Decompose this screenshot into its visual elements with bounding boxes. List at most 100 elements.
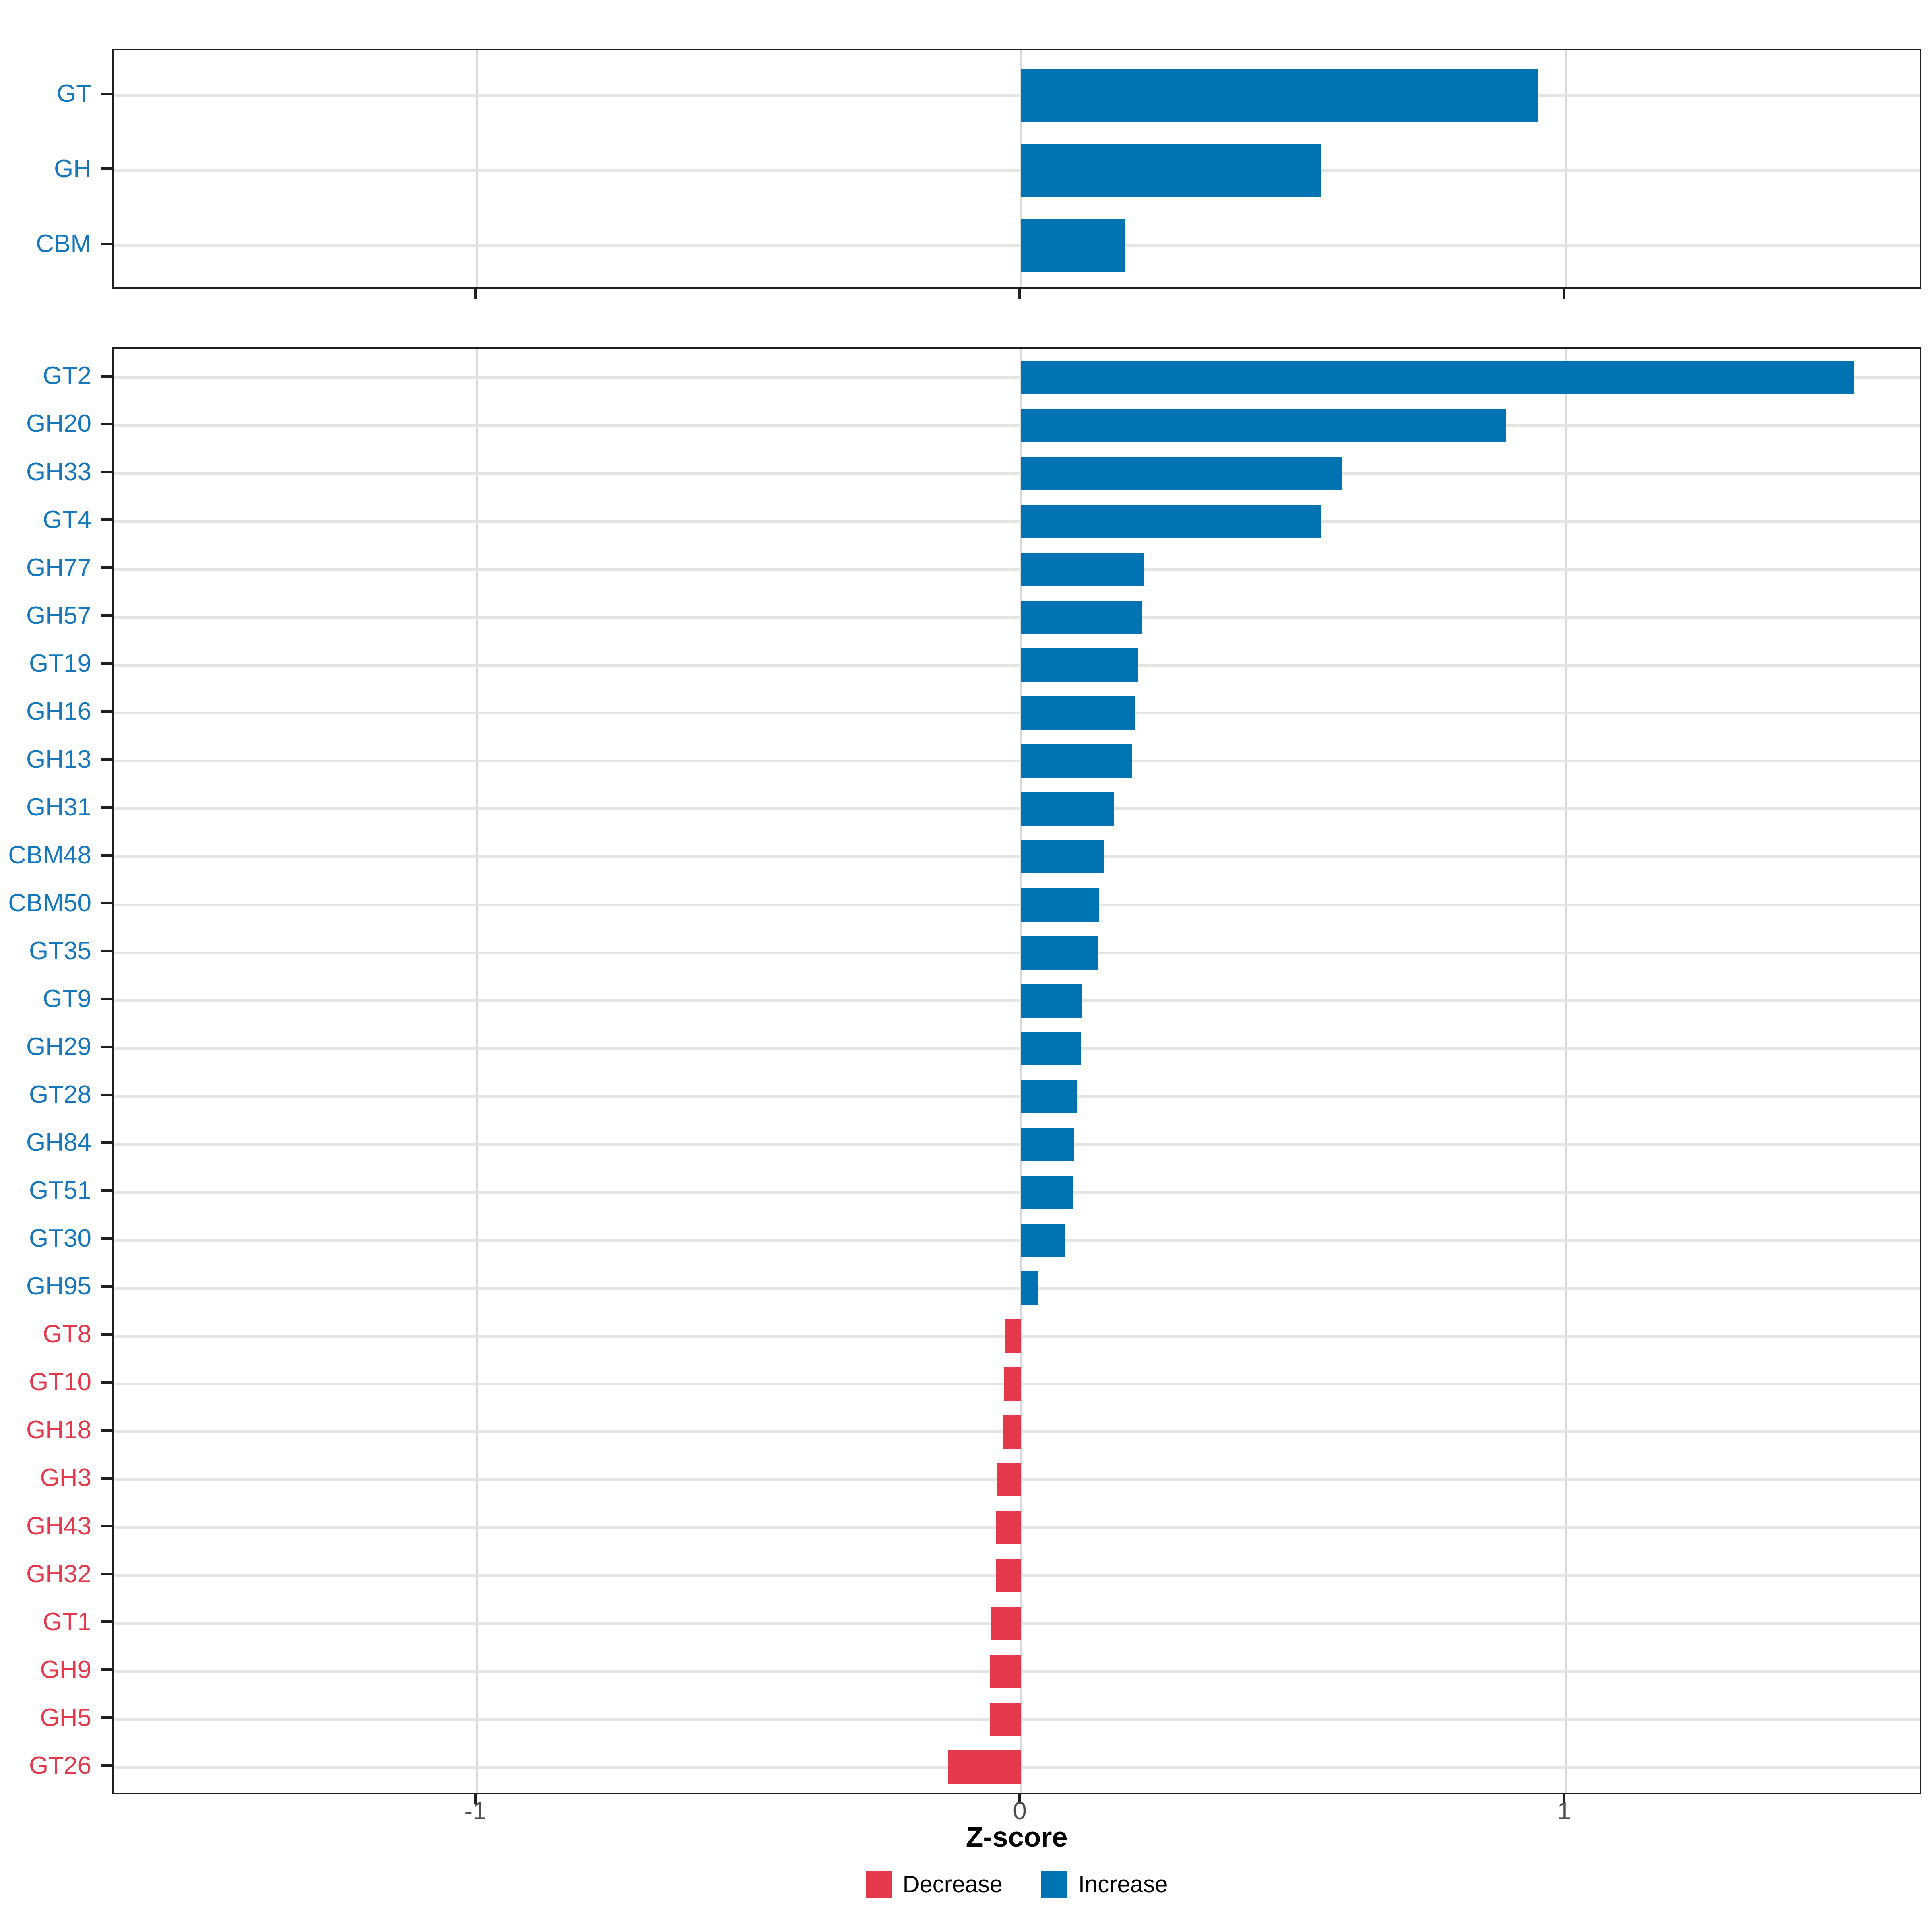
legend: Decrease Increase [112, 1871, 1921, 1898]
vertical-gridline-0 [1020, 349, 1023, 1793]
bar-GT9 [1021, 984, 1082, 1018]
y-axis-tick-GH84 [101, 1141, 112, 1144]
bar-GT35 [1021, 936, 1098, 970]
x-axis-tick--1 [474, 289, 477, 299]
bar-GH84 [1021, 1127, 1074, 1161]
y-axis-label-GT: GT [56, 79, 91, 107]
y-axis-tick-GH31 [101, 806, 112, 809]
vertical-gridline--1 [476, 349, 478, 1793]
bar-GH3 [997, 1463, 1022, 1497]
x-tick-label--1: -1 [464, 1797, 487, 1825]
y-axis-label-CBM: CBM [36, 230, 91, 258]
bar-GT51 [1021, 1175, 1073, 1209]
bar-GH33 [1021, 456, 1343, 491]
y-axis-label-GH43: GH43 [26, 1512, 91, 1540]
y-axis-label-GT2: GT2 [43, 362, 91, 390]
legend-label-decrease: Decrease [902, 1871, 1003, 1897]
bar-GT4 [1021, 504, 1321, 539]
row-gridline-GT35 [114, 951, 1920, 954]
row-gridline-GH31 [114, 807, 1920, 811]
bar-GT28 [1021, 1080, 1077, 1113]
bar-CBM50 [1021, 888, 1099, 922]
row-gridline-GT28 [114, 1095, 1920, 1098]
y-axis-tick-CBM48 [101, 854, 112, 857]
bar-GH29 [1021, 1032, 1081, 1065]
y-axis-tick-GT4 [101, 518, 112, 521]
row-gridline-GH29 [114, 1047, 1920, 1050]
y-axis-label-GH31: GH31 [26, 793, 91, 821]
y-axis-tick-GT35 [101, 949, 112, 953]
y-axis-label-GH16: GH16 [26, 697, 91, 725]
row-gridline-GT2 [114, 376, 1920, 379]
vertical-gridline-1 [1565, 349, 1567, 1793]
y-axis-tick-GH29 [101, 1045, 112, 1049]
x-axis-title: Z-score [966, 1821, 1068, 1853]
row-gridline-GH77 [114, 568, 1920, 571]
row-gridline-GH16 [114, 712, 1920, 715]
bar-GH32 [995, 1558, 1022, 1593]
x-tick-label-1: 1 [1557, 1797, 1571, 1825]
y-axis-tick-GT9 [101, 997, 112, 1001]
row-gridline-GH [114, 169, 1920, 172]
x-tick-label-0: 0 [1013, 1797, 1027, 1825]
y-axis-label-GH29: GH29 [26, 1033, 91, 1061]
y-axis-tick-GH5 [101, 1716, 112, 1719]
y-axis-tick-GT19 [101, 662, 112, 665]
y-axis-label-GH9: GH9 [40, 1655, 91, 1684]
y-axis-tick-GT [101, 92, 112, 95]
y-axis-tick-GH33 [101, 471, 112, 473]
x-axis-tick-0 [1018, 289, 1021, 299]
bar-GH13 [1021, 744, 1133, 778]
y-axis-label-GT26: GT26 [29, 1751, 91, 1779]
y-axis-tick-GH77 [101, 566, 112, 569]
y-axis-label-GT1: GT1 [43, 1608, 91, 1636]
y-axis-tick-GT2 [101, 375, 112, 378]
legend-item-increase: Increase [1041, 1871, 1168, 1898]
row-gridline-GH95 [114, 1286, 1920, 1290]
y-axis-label-GT4: GT4 [43, 506, 91, 534]
y-axis-tick-GT1 [101, 1620, 112, 1624]
row-gridline-GT51 [114, 1191, 1920, 1194]
row-gridline-CBM [114, 244, 1920, 247]
row-gridline-GH20 [114, 424, 1920, 427]
x-axis-tick--1 [474, 1794, 477, 1804]
y-axis-label-GH77: GH77 [26, 553, 91, 582]
vertical-gridline--1 [476, 50, 478, 287]
bar-GT [1021, 68, 1539, 122]
y-axis-label-GT8: GT8 [43, 1320, 91, 1348]
legend-swatch-decrease [865, 1871, 892, 1898]
y-axis-tick-GH43 [101, 1525, 112, 1527]
y-axis-label-CBM50: CBM50 [8, 889, 91, 917]
y-axis-label-GT19: GT19 [29, 649, 91, 677]
family-panel [112, 347, 1921, 1795]
y-axis-tick-CBM [101, 242, 112, 246]
row-gridline-GH13 [114, 760, 1920, 763]
bar-CBM48 [1021, 840, 1104, 874]
y-axis-label-CBM48: CBM48 [8, 841, 91, 869]
row-gridline-GT4 [114, 520, 1920, 523]
bar-GT30 [1021, 1223, 1065, 1257]
y-axis-tick-GH57 [101, 614, 112, 617]
bar-GH20 [1021, 409, 1506, 443]
row-gridline-GT [114, 94, 1920, 97]
bar-GH31 [1021, 792, 1114, 826]
y-axis-tick-GH13 [101, 758, 112, 761]
bar-GH9 [990, 1655, 1022, 1688]
bar-GH57 [1021, 601, 1142, 634]
x-axis-tick-1 [1563, 1794, 1566, 1804]
vertical-gridline-1 [1565, 50, 1567, 287]
row-gridline-GH84 [114, 1143, 1920, 1146]
y-axis-tick-GT8 [101, 1333, 112, 1336]
y-axis-tick-GT28 [101, 1093, 112, 1096]
bar-GT19 [1021, 648, 1139, 682]
y-axis-label-GT28: GT28 [29, 1081, 91, 1109]
y-axis-label-GT51: GT51 [29, 1177, 91, 1205]
y-axis-label-GT10: GT10 [29, 1368, 91, 1396]
y-axis-label-GH: GH [54, 155, 91, 183]
vertical-gridline-0 [1020, 50, 1023, 287]
y-axis-tick-GT51 [101, 1189, 112, 1192]
y-axis-tick-GH [101, 167, 112, 170]
y-axis-tick-GT10 [101, 1381, 112, 1384]
bar-GH95 [1021, 1271, 1038, 1305]
y-axis-label-GH13: GH13 [26, 745, 91, 773]
